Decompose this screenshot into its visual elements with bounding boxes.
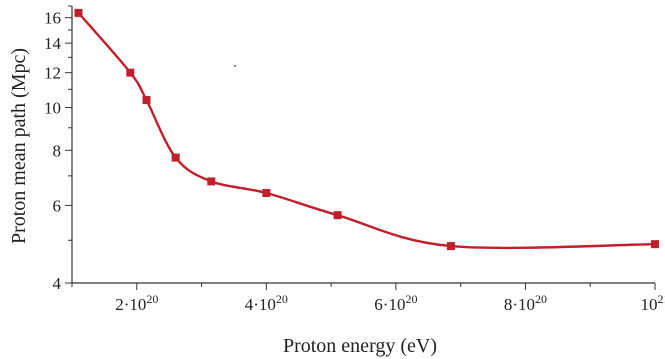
x-tick-base: 10: [129, 295, 146, 314]
x-tick-separator: ·: [383, 295, 389, 314]
x-tick-label: 8·1020: [504, 292, 547, 314]
data-point: [142, 96, 151, 105]
x-tick-exponent: 20: [276, 292, 288, 306]
y-tick-label: 4: [53, 274, 62, 293]
x-tick-base: 10: [259, 295, 276, 314]
x-tick-label: 4·1020: [245, 292, 288, 314]
x-tick-label: 2·1020: [115, 292, 158, 314]
x-axis-title: Proton energy (eV): [283, 335, 437, 357]
x-tick-exponent: 21: [658, 292, 665, 306]
y-tick-label: 16: [44, 9, 61, 28]
x-tick-mantissa: 8: [504, 295, 513, 314]
series-line: [77, 12, 656, 250]
x-tick-exponent: 20: [405, 292, 417, 306]
x-tick-exponent: 20: [146, 292, 158, 306]
data-point: [446, 242, 455, 251]
x-tick-exponent: 20: [535, 292, 547, 306]
x-tick-label: 6·1020: [374, 292, 417, 314]
x-tick-label: 1021: [641, 292, 665, 314]
data-point: [262, 189, 271, 198]
x-tick-separator: ·: [253, 295, 259, 314]
stray-dot: [234, 65, 236, 67]
x-tick-mantissa: 6: [374, 295, 383, 314]
data-point: [651, 240, 659, 249]
x-tick-separator: ·: [124, 295, 130, 314]
data-point: [74, 8, 83, 17]
x-tick-base: 10: [388, 295, 405, 314]
x-tick-base: 10: [641, 295, 658, 314]
data-point: [126, 68, 135, 77]
x-tick-separator: ·: [512, 295, 518, 314]
x-tick-base: 10: [518, 295, 535, 314]
data-point: [171, 153, 180, 162]
axes: [71, 6, 655, 284]
y-tick-label: 10: [44, 99, 61, 118]
y-tick-label: 12: [44, 64, 61, 83]
y-axis-title: Proton mean path (Mpc): [8, 48, 30, 244]
data-point: [333, 211, 342, 220]
y-tick-label: 8: [53, 141, 62, 160]
data-points: [74, 8, 659, 251]
y-ticks: 4 6 8 10 12 14 16: [44, 5, 72, 293]
x-tick-mantissa: 2: [115, 295, 124, 314]
x-tick-mantissa: 4: [245, 295, 254, 314]
y-tick-label: 6: [53, 196, 62, 215]
y-tick-label: 14: [44, 34, 62, 53]
data-point: [207, 177, 216, 186]
